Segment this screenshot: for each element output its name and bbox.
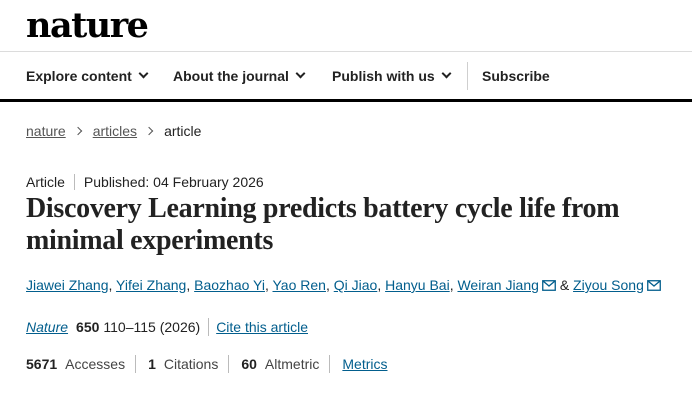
citations-label: Citations bbox=[163, 356, 219, 372]
divider bbox=[228, 355, 230, 373]
accesses-count: 5671 bbox=[26, 356, 58, 372]
nav-divider bbox=[467, 62, 468, 90]
accesses-label: Accesses bbox=[65, 356, 126, 372]
author-link[interactable]: Hanyu Bai bbox=[385, 277, 450, 293]
breadcrumb-current: article bbox=[164, 123, 202, 139]
author-link[interactable]: Weiran Jiang bbox=[457, 277, 539, 293]
nav-label: About the journal bbox=[173, 67, 289, 84]
chevron-down-icon bbox=[138, 68, 149, 79]
nav-label: Publish with us bbox=[332, 67, 435, 84]
nav-explore-content[interactable]: Explore content bbox=[26, 52, 149, 99]
divider bbox=[208, 318, 210, 336]
altmetric-label: Altmetric bbox=[264, 356, 320, 372]
author-list: Jiawei Zhang, Yifei Zhang, Baozhao Yi, Y… bbox=[26, 277, 661, 293]
nav-publish-with-us[interactable]: Publish with us bbox=[332, 52, 452, 99]
breadcrumb-nature[interactable]: nature bbox=[26, 123, 66, 139]
metrics-link[interactable]: Metrics bbox=[342, 356, 388, 372]
article-meta: Article Published: 04 February 2026 bbox=[26, 174, 264, 190]
chevron-right-icon bbox=[73, 126, 82, 136]
author-link[interactable]: Ziyou Song bbox=[573, 277, 644, 293]
cite-this-article-link[interactable]: Cite this article bbox=[216, 319, 308, 335]
author-link[interactable]: Jiawei Zhang bbox=[26, 277, 109, 293]
divider bbox=[73, 174, 75, 190]
pages-year: 110–115 (2026) bbox=[103, 319, 201, 335]
published-date: Published: 04 February 2026 bbox=[83, 174, 264, 190]
chevron-down-icon bbox=[441, 68, 452, 79]
nav-about-journal[interactable]: About the journal bbox=[173, 52, 306, 99]
site-header: nature bbox=[0, 0, 692, 52]
main-nav: Explore content About the journal Publis… bbox=[0, 52, 692, 102]
nav-subscribe[interactable]: Subscribe bbox=[482, 52, 550, 99]
volume: 650 bbox=[76, 319, 100, 335]
email-icon[interactable] bbox=[646, 280, 661, 291]
email-icon[interactable] bbox=[542, 280, 556, 291]
breadcrumb: nature articles article bbox=[26, 123, 201, 139]
divider bbox=[135, 355, 137, 373]
article-title: Discovery Learning predicts battery cycl… bbox=[26, 193, 620, 256]
article-metrics: 5671 Accesses 1 Citations 60 Altmetric M… bbox=[26, 355, 388, 373]
chevron-down-icon bbox=[295, 68, 306, 79]
author-joiner: & bbox=[559, 277, 570, 293]
author-link[interactable]: Yifei Zhang bbox=[116, 277, 187, 293]
author-link[interactable]: Qi Jiao bbox=[333, 277, 378, 293]
citation-line: Nature 650 110–115 (2026) Cite this arti… bbox=[26, 318, 308, 336]
author-link[interactable]: Yao Ren bbox=[272, 277, 326, 293]
divider bbox=[329, 355, 331, 373]
chevron-right-icon bbox=[144, 126, 154, 136]
citations-count: 1 bbox=[148, 356, 156, 372]
journal-link[interactable]: Nature bbox=[26, 319, 69, 335]
author-link[interactable]: Baozhao Yi bbox=[194, 277, 265, 293]
article-type: Article bbox=[26, 174, 65, 190]
breadcrumb-articles[interactable]: articles bbox=[92, 123, 138, 139]
altmetric-count: 60 bbox=[241, 356, 257, 372]
nav-label: Explore content bbox=[26, 67, 132, 84]
nav-label: Subscribe bbox=[482, 67, 550, 84]
nature-logo[interactable]: nature bbox=[26, 5, 149, 46]
